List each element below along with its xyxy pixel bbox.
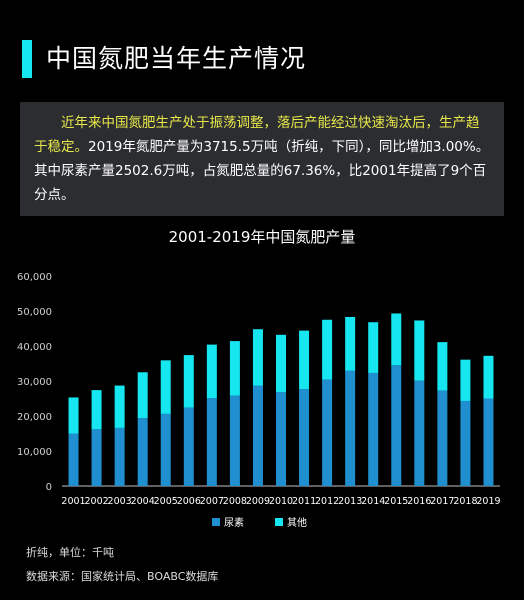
legend-swatch [212,518,220,526]
bar-urea-2014 [368,372,379,486]
x-tick-label: 2016 [407,496,431,507]
x-tick-label: 2011 [292,496,316,507]
x-tick-label: 2013 [338,496,362,507]
bar-urea-2001 [68,433,79,486]
bar-other-2005 [160,360,171,414]
x-tick-label: 2007 [200,496,224,507]
y-tick-label: 20,000 [17,412,52,423]
bar-urea-2003 [114,427,125,486]
bar-urea-2011 [299,389,310,486]
x-tick-label: 2003 [108,496,132,507]
bar-other-2006 [183,355,194,408]
title-accent-bar [22,40,32,78]
page-title: 中国氮肥当年生产情况 [46,44,307,73]
x-tick-label: 2010 [269,496,293,507]
y-axis: 0 10,000 20,000 30,000 40,000 50,000 60,000 [17,272,52,493]
x-tick-label: 2019 [476,496,500,507]
x-tick-label: 2008 [223,496,247,507]
bar-urea-2009 [252,385,263,486]
source-note: 数据来源：国家统计局、BOABC数据库 [26,570,219,583]
bar-other-2004 [137,372,148,419]
bar-other-2008 [229,341,240,396]
bar-other-2018 [460,359,471,401]
bar-other-2017 [437,342,448,391]
bar-urea-2016 [414,380,425,486]
x-tick-label: 2009 [246,496,270,507]
unit-note: 折纯，单位：千吨 [26,546,114,559]
legend-swatch [275,518,283,526]
y-tick-label: 40,000 [17,342,52,353]
legend-label: 尿素 [224,516,244,529]
chart: 2001-2019年中国氮肥产量 0 10,000 20,000 30,000 40,0… [17,228,501,529]
x-tick-label: 2014 [361,496,385,507]
legend: 尿素 其他 [212,516,307,529]
summary-body: 2019年氮肥产量为3715.5万吨（折纯，下同），同比增加3.00%。其中尿素… [34,139,490,203]
bar-other-2010 [276,334,286,393]
bar-urea-2004 [137,418,148,486]
bar-urea-2006 [183,407,194,486]
summary-highlight: 近年来中国氮肥生产处于振荡调整，落后产能经过快速淘汰后，生产趋于稳定。 [34,115,480,155]
y-tick-label: 10,000 [17,447,52,458]
bar-urea-2012 [322,379,333,486]
bar-other-2016 [414,320,425,381]
y-tick-label: 30,000 [17,377,52,388]
x-tick-label: 2006 [177,496,201,507]
x-tick-label: 2005 [154,496,178,507]
x-tick-label: 2015 [384,496,408,507]
bar-urea-2002 [91,429,102,486]
bar-other-2007 [206,344,217,399]
bar-other-2014 [368,322,379,373]
x-tick-label: 2018 [453,496,477,507]
bar-other-2012 [322,319,333,380]
bar-urea-2008 [229,395,240,486]
bar-other-2001 [68,397,79,434]
x-tick-label: 2001 [61,496,85,507]
bar-urea-2017 [437,390,448,486]
bar-other-2013 [345,316,356,371]
legend-label: 其他 [287,516,307,529]
bars [68,313,494,486]
bar-other-2002 [91,390,102,430]
y-tick-label: 60,000 [17,272,52,283]
x-axis: 2001200220032004200520062007200820092010… [61,496,500,507]
bar-urea-2005 [160,413,171,486]
bar-other-2019 [483,355,494,399]
bar-urea-2010 [276,392,286,486]
x-tick-label: 2012 [315,496,339,507]
x-tick-label: 2002 [84,496,108,507]
summary-text: 近年来中国氮肥生产处于振荡调整，落后产能经过快速淘汰后，生产趋于稳定。2019年… [34,111,490,207]
y-tick-label: 0 [46,482,52,493]
bar-other-2011 [299,330,310,390]
bar-urea-2018 [460,400,471,486]
x-tick-label: 2004 [131,496,155,507]
bar-other-2009 [252,329,263,386]
summary-box: 近年来中国氮肥生产处于振荡调整，落后产能经过快速淘汰后，生产趋于稳定。2019年… [20,102,504,216]
bar-other-2015 [391,313,402,366]
x-tick-label: 2017 [430,496,454,507]
bar-urea-2019 [483,398,494,486]
y-tick-label: 50,000 [17,307,52,318]
bar-other-2003 [114,385,125,428]
bar-urea-2015 [391,365,402,486]
chart-title: 2001-2019年中国氮肥产量 [169,228,356,246]
bar-urea-2007 [206,398,217,486]
bar-urea-2013 [345,370,356,486]
